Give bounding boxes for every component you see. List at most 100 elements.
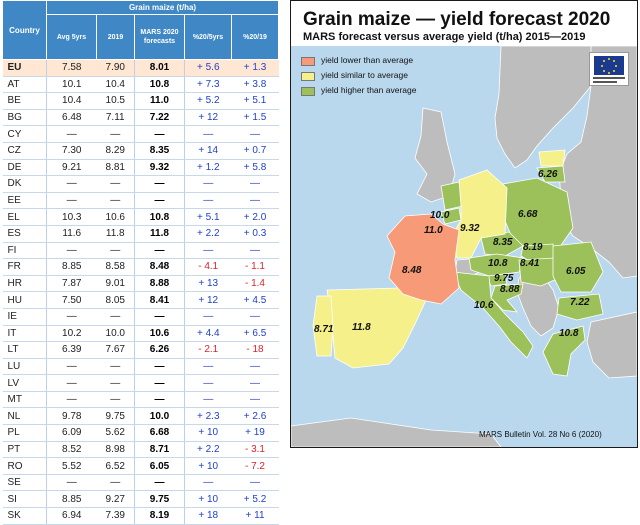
cell-pct-vs-5yrs: + 12: [184, 109, 232, 127]
cell-avg-5yrs: 8.52: [46, 441, 97, 459]
cell-forecast-2020: —: [134, 125, 185, 143]
cell-2019: —: [96, 192, 135, 210]
cell-pct-vs-2019: + 5.2: [231, 490, 279, 509]
cell-pct-vs-2019: + 11: [231, 507, 279, 525]
cell-avg-5yrs: 10.4: [46, 92, 97, 110]
cell-2019: 10.6: [96, 208, 135, 226]
cell-pct-vs-2019: - 3.1: [231, 441, 279, 459]
cell-country: LT: [2, 341, 47, 359]
turkey-nonEU: [586, 311, 637, 379]
cell-pct-vs-5yrs: + 10: [184, 490, 232, 509]
map-label-portugal: 8.71: [314, 324, 334, 335]
table-row: FR 8.85 8.58 8.48- 4.1- 1.1: [2, 258, 279, 276]
cell-pct-vs-2019: + 4.5: [231, 291, 279, 309]
cell-forecast-2020: 9.75: [134, 490, 185, 509]
map-footer: MARS Bulletin Vol. 28 No 6 (2020): [479, 430, 602, 439]
table-row: PL 6.09 5.62 6.68 + 10 + 19: [2, 424, 279, 442]
cell-forecast-2020: 8.71: [134, 441, 185, 459]
eu-star: [601, 65, 603, 67]
cell-forecast-2020: 9.32: [134, 159, 185, 177]
cell-avg-5yrs: —: [46, 242, 97, 260]
map-label-spain: 11.8: [352, 322, 371, 333]
cell-pct-vs-5yrs: + 14: [184, 142, 232, 160]
map-label-slovenia: 9.75: [494, 273, 514, 284]
cell-2019: 5.62: [96, 424, 135, 442]
cell-2019: 7.67: [96, 341, 135, 359]
cell-country: CY: [2, 125, 47, 143]
cell-pct-vs-2019: + 5.1: [231, 92, 279, 110]
cell-avg-5yrs: —: [46, 175, 97, 193]
cell-forecast-2020: 10.8: [134, 208, 185, 226]
cell-2019: 7.90: [96, 59, 135, 77]
cell-pct-vs-5yrs: + 13: [184, 275, 232, 293]
cell-pct-vs-2019: + 5.8: [231, 159, 279, 177]
header-country: Country: [2, 0, 47, 60]
country-greece: [542, 325, 586, 377]
table-row: BE 10.4 10.5 11.0 + 5.2 + 5.1: [2, 92, 279, 110]
cell-2019: 9.01: [96, 275, 135, 293]
cell-2019: —: [96, 391, 135, 409]
cell-avg-5yrs: —: [46, 358, 97, 376]
legend-lower: yield lower than average: [301, 55, 501, 68]
cell-pct-vs-2019: + 2.0: [231, 208, 279, 226]
cell-avg-5yrs: —: [46, 125, 97, 143]
cell-pct-vs-2019: —: [231, 125, 279, 143]
table-row: LV — — — — —: [2, 374, 279, 392]
country-italy: [452, 271, 534, 359]
eu-star: [608, 72, 610, 74]
country-austria: [468, 253, 524, 277]
cell-country: BE: [2, 92, 47, 110]
cell-pct-vs-2019: + 3.8: [231, 76, 279, 94]
cell-pct-vs-5yrs: —: [184, 308, 232, 326]
cell-country: RO: [2, 457, 47, 475]
cell-2019: —: [96, 125, 135, 143]
cell-country: FR: [2, 258, 47, 276]
cell-pct-vs-5yrs: + 2.3: [184, 407, 232, 426]
cell-avg-5yrs: 6.09: [46, 424, 97, 442]
cell-pct-vs-2019: + 0.3: [231, 225, 279, 243]
cell-pct-vs-2019: —: [231, 175, 279, 193]
europe-map: [291, 46, 637, 447]
cell-2019: 7.11: [96, 109, 135, 127]
header-forecast: MARS 2020 forecasts: [134, 14, 185, 60]
cell-forecast-2020: 8.19: [134, 507, 185, 525]
eu-star: [613, 70, 615, 72]
table-row: SE — — — — —: [2, 474, 279, 492]
country-germany: [450, 169, 508, 259]
map-label-italy: 10.6: [474, 300, 494, 311]
cell-country: SE: [2, 474, 47, 492]
cell-country: DK: [2, 175, 47, 193]
map-label-austria: 10.8: [488, 258, 508, 269]
cell-pct-vs-2019: —: [231, 308, 279, 326]
cell-pct-vs-5yrs: —: [184, 192, 232, 210]
country-bulgaria: [556, 293, 604, 321]
cell-pct-vs-5yrs: + 2.2: [184, 441, 232, 459]
cell-pct-vs-5yrs: + 12: [184, 291, 232, 309]
eu-star: [603, 60, 605, 62]
cell-pct-vs-5yrs: + 5.2: [184, 92, 232, 110]
cell-2019: 9.27: [96, 490, 135, 509]
cell-avg-5yrs: 6.94: [46, 507, 97, 525]
cell-forecast-2020: 11.0: [134, 92, 185, 110]
cell-pct-vs-5yrs: + 4.4: [184, 325, 232, 343]
legend-label-similar: yield similar to average: [321, 70, 408, 80]
table-row: SK 6.94 7.39 8.19 + 18 + 11: [2, 507, 279, 525]
cell-pct-vs-2019: - 7.2: [231, 457, 279, 475]
table-row: RO 5.52 6.52 6.05 + 10- 7.2: [2, 457, 279, 475]
cell-2019: 10.5: [96, 92, 135, 110]
cell-pct-vs-5yrs: + 5.6: [184, 59, 232, 77]
cell-avg-5yrs: 10.2: [46, 325, 97, 343]
cell-country: SK: [2, 507, 47, 525]
country-latvia: [538, 149, 566, 167]
map-header: Grain maize — yield forecast 2020 MARS f…: [291, 1, 637, 46]
cell-avg-5yrs: 10.3: [46, 208, 97, 226]
cell-2019: 10.0: [96, 325, 135, 343]
cell-forecast-2020: 6.68: [134, 424, 185, 442]
cell-country: PT: [2, 441, 47, 459]
cell-forecast-2020: —: [134, 242, 185, 260]
cell-2019: —: [96, 242, 135, 260]
cell-avg-5yrs: —: [46, 308, 97, 326]
map-label-hungary: 8.41: [520, 258, 540, 269]
cell-pct-vs-5yrs: + 7.3: [184, 76, 232, 94]
cell-forecast-2020: 8.88: [134, 275, 185, 293]
